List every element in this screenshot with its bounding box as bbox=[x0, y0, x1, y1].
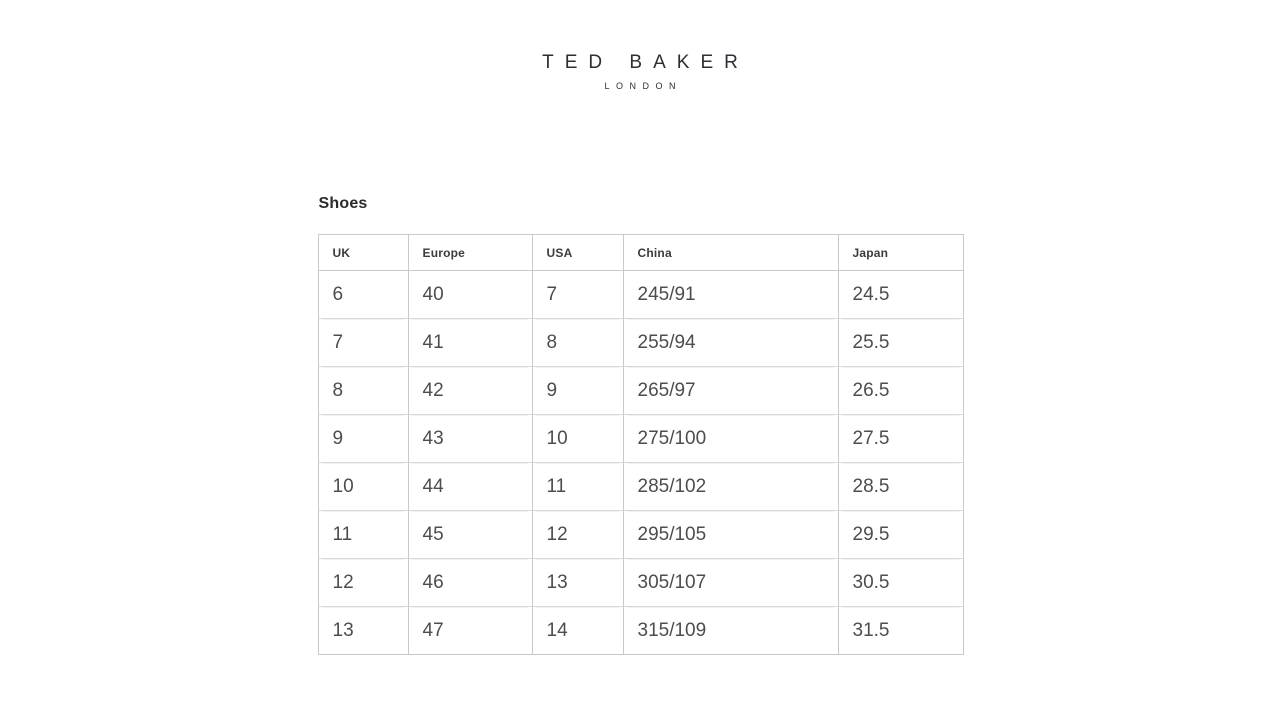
table-cell: 255/94 bbox=[622, 318, 839, 367]
table-header-cell: Japan bbox=[837, 234, 964, 271]
table-cell: 6 bbox=[317, 270, 409, 319]
table-cell: 275/100 bbox=[622, 414, 839, 463]
table-cell: 26.5 bbox=[837, 366, 964, 415]
table-cell: 12 bbox=[531, 510, 624, 559]
brand-logo: TED BAKER LONDON bbox=[0, 52, 1280, 91]
table-cell: 295/105 bbox=[622, 510, 839, 559]
table-row: 8 42 9 265/97 26.5 bbox=[317, 366, 964, 415]
table-cell: 25.5 bbox=[837, 318, 964, 367]
table-cell: 285/102 bbox=[622, 462, 839, 511]
table-cell: 42 bbox=[407, 366, 533, 415]
table-cell: 7 bbox=[531, 270, 624, 319]
table-cell: 29.5 bbox=[837, 510, 964, 559]
table-cell: 44 bbox=[407, 462, 533, 511]
table-cell: 28.5 bbox=[837, 462, 964, 511]
table-cell: 7 bbox=[317, 318, 409, 367]
table-row: 12 46 13 305/107 30.5 bbox=[317, 558, 964, 607]
table-cell: 11 bbox=[531, 462, 624, 511]
table-cell: 10 bbox=[317, 462, 409, 511]
size-guide-section: Shoes UK Europe USA China Japan 6 40 7 245/91 24… bbox=[317, 195, 964, 655]
table-cell: 13 bbox=[531, 558, 624, 607]
table-cell: 47 bbox=[407, 606, 533, 655]
table-row: 11 45 12 295/105 29.5 bbox=[317, 510, 964, 559]
table-cell: 24.5 bbox=[837, 270, 964, 319]
brand-header: TED BAKER LONDON bbox=[0, 0, 1280, 91]
table-header-cell: China bbox=[622, 234, 839, 271]
brand-logo-primary: TED BAKER bbox=[542, 52, 749, 73]
table-row: 13 47 14 315/109 31.5 bbox=[317, 606, 964, 655]
brand-logo-secondary: LONDON bbox=[604, 81, 682, 91]
table-row: 7 41 8 255/94 25.5 bbox=[317, 318, 964, 367]
table-body: 6 40 7 245/91 24.5 7 41 8 255/94 25.5 8 42 9 265/97 26… bbox=[317, 270, 964, 655]
table-header-cell: UK bbox=[317, 234, 409, 271]
table-header-row: UK Europe USA China Japan bbox=[317, 234, 964, 271]
table-header-cell: USA bbox=[531, 234, 624, 271]
table-cell: 27.5 bbox=[837, 414, 964, 463]
table-cell: 305/107 bbox=[622, 558, 839, 607]
table-cell: 11 bbox=[317, 510, 409, 559]
table-cell: 31.5 bbox=[837, 606, 964, 655]
section-title: Shoes bbox=[318, 195, 368, 212]
table-cell: 43 bbox=[407, 414, 533, 463]
size-conversion-table: UK Europe USA China Japan 6 40 7 245/91 24.5 7 41 8… bbox=[317, 234, 964, 655]
table-cell: 13 bbox=[317, 606, 409, 655]
table-row: 6 40 7 245/91 24.5 bbox=[317, 270, 964, 319]
table-cell: 30.5 bbox=[837, 558, 964, 607]
table-row: 9 43 10 275/100 27.5 bbox=[317, 414, 964, 463]
table-cell: 10 bbox=[531, 414, 624, 463]
table-cell: 12 bbox=[317, 558, 409, 607]
table-row: 10 44 11 285/102 28.5 bbox=[317, 462, 964, 511]
table-cell: 46 bbox=[407, 558, 533, 607]
table-cell: 245/91 bbox=[622, 270, 839, 319]
table-cell: 41 bbox=[407, 318, 533, 367]
table-cell: 14 bbox=[531, 606, 624, 655]
table-cell: 40 bbox=[407, 270, 533, 319]
table-cell: 9 bbox=[531, 366, 624, 415]
table-header-cell: Europe bbox=[407, 234, 533, 271]
table-cell: 9 bbox=[317, 414, 409, 463]
table-cell: 315/109 bbox=[622, 606, 839, 655]
table-cell: 265/97 bbox=[622, 366, 839, 415]
table-cell: 8 bbox=[317, 366, 409, 415]
table-cell: 45 bbox=[407, 510, 533, 559]
table-cell: 8 bbox=[531, 318, 624, 367]
